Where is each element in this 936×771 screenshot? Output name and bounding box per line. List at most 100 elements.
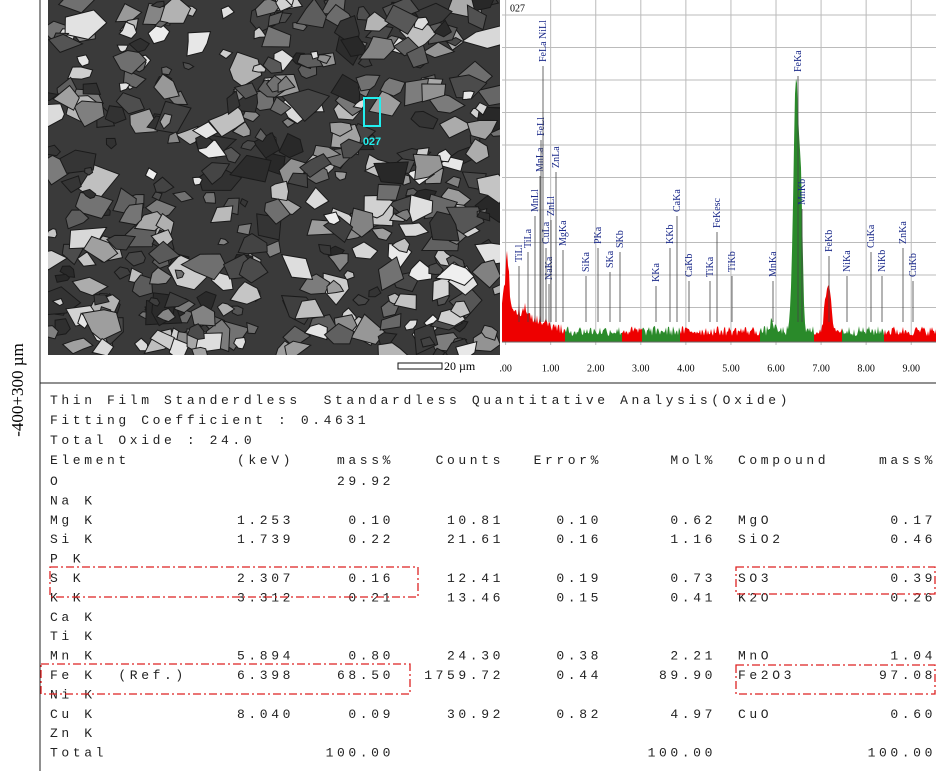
grain (350, 313, 386, 345)
grain (365, 133, 377, 146)
grain (355, 74, 381, 92)
table-cell: 0.62 (670, 513, 716, 528)
grain (474, 101, 489, 116)
grain (299, 153, 332, 179)
grain (462, 90, 476, 101)
grain (480, 324, 499, 341)
grain (59, 149, 97, 174)
column-header: Compound (738, 453, 829, 468)
grain (262, 239, 282, 258)
spectrum-trace (642, 326, 680, 342)
side-label: -400+300 µm (8, 343, 27, 437)
grain (444, 37, 463, 47)
grain (318, 243, 332, 256)
grain (167, 131, 181, 144)
peak-label: CuLa (541, 221, 552, 244)
grain (238, 256, 269, 284)
grain (275, 0, 294, 12)
grain (251, 63, 267, 73)
table-cell: 1.16 (670, 532, 716, 547)
table-cell: MgO (738, 513, 772, 528)
grain (155, 212, 175, 236)
table-cell: 97.08 (879, 668, 936, 683)
grain (287, 172, 309, 189)
grain (106, 234, 137, 251)
grain (64, 9, 108, 40)
grain (376, 183, 402, 201)
grain (48, 249, 69, 271)
x-tick-label: 5.00 (722, 363, 740, 374)
scale-bar (397, 362, 443, 370)
peak-label: TiLa (523, 228, 534, 248)
grain (84, 166, 94, 176)
grain (217, 237, 230, 246)
grain (377, 342, 409, 355)
grain (118, 21, 138, 40)
table-cell: 5.894 (237, 649, 294, 664)
grain (48, 92, 60, 101)
grain (113, 266, 132, 280)
grain (370, 227, 393, 241)
grain (379, 312, 402, 331)
grain (413, 16, 430, 31)
grain (326, 279, 345, 295)
grain (352, 293, 370, 306)
table-cell: Na K (50, 493, 96, 508)
marker-label: 027 (363, 136, 381, 148)
column-header: Error% (534, 453, 602, 468)
table-cell: 0.21 (348, 590, 394, 605)
spectrum-trace (842, 326, 884, 342)
grain (428, 262, 444, 276)
grain (461, 25, 500, 49)
grain (240, 139, 257, 151)
grain (340, 138, 365, 159)
grain (76, 251, 97, 267)
grain (48, 228, 58, 239)
grain (154, 20, 169, 28)
grain (209, 205, 234, 224)
grain (455, 341, 478, 355)
grain (150, 0, 165, 9)
peak-label: NaKa (544, 256, 555, 280)
table-cell: 1759.72 (424, 668, 504, 683)
grain (444, 175, 462, 189)
table-cell: 0.16 (556, 532, 602, 547)
spectrum-trace (622, 326, 642, 342)
grain (104, 105, 127, 124)
grain (48, 33, 84, 53)
marker-box (363, 97, 381, 127)
grain (114, 3, 143, 23)
table-cell: 1.739 (237, 532, 294, 547)
grain (131, 274, 154, 298)
peak-label: MnLl (530, 189, 541, 212)
grain (466, 119, 499, 141)
column-header: mass% (337, 453, 394, 468)
spectrum-title: 027 (510, 3, 525, 14)
table-cell: MnO (738, 649, 772, 664)
grain (81, 188, 97, 199)
highlight-box (735, 664, 936, 695)
report-line: Fitting Coefficient : 0.4631 (50, 413, 369, 428)
grain (397, 222, 430, 237)
grain (281, 117, 297, 129)
grain (373, 161, 409, 185)
grain (61, 337, 94, 355)
grain (246, 321, 259, 335)
grain (144, 198, 177, 219)
scale-label: 20 µm (444, 359, 476, 373)
peak-label: CuKa (866, 224, 877, 248)
spectrum-trace (760, 78, 814, 342)
x-tick-label: 1.00 (542, 363, 560, 374)
grain (220, 5, 235, 20)
peak-label: FeLa NiLl (538, 20, 549, 62)
grain (343, 270, 355, 281)
table-cell: 0.10 (556, 513, 602, 528)
table-cell: 2.21 (670, 649, 716, 664)
grain (254, 127, 268, 143)
grain (384, 4, 420, 35)
table-cell: SO3 (738, 571, 772, 586)
grain (60, 175, 82, 194)
